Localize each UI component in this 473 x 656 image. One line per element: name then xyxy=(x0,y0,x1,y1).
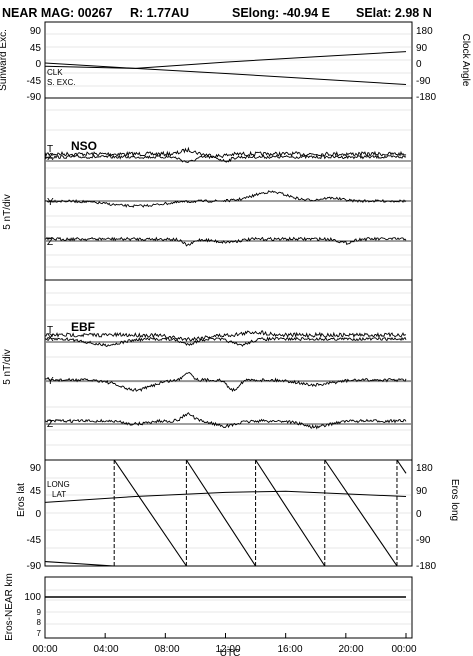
panel4-long-seg-2 xyxy=(185,459,257,567)
panel2-label-z: Z xyxy=(47,237,53,248)
panel1-y2tick-0: 180 xyxy=(416,26,433,37)
panel4-ylabel: Eros lat xyxy=(16,483,27,517)
panel4-ytick-4: -90 xyxy=(27,561,42,572)
panel2-trace-z xyxy=(44,236,407,247)
panel4-y2label: Eros long xyxy=(449,479,460,521)
xaxis-label: UTC xyxy=(220,648,241,656)
panel3-label-x: X xyxy=(47,333,54,344)
chart-marks xyxy=(44,51,411,638)
panel2-trace-y xyxy=(44,190,407,208)
panel1-ytick-4: -90 xyxy=(27,92,42,103)
panel4-ytick-1: 45 xyxy=(30,486,42,497)
panel1-annotation-clk: CLK xyxy=(47,68,63,77)
panel5-ytick-1: 9 xyxy=(37,608,42,617)
header-title: NEAR MAG: 00267 xyxy=(2,6,112,20)
panel5-ytick-0: 100 xyxy=(24,592,41,603)
panel2-ylabel: 5 nT/div xyxy=(2,194,13,230)
header-range: R: 1.77AU xyxy=(130,6,189,20)
panel4-ytick-2: 0 xyxy=(35,509,41,520)
panel1-y2tick-3: -90 xyxy=(416,76,431,87)
panel2-frame-label: NSO xyxy=(71,139,97,153)
header-selong: SElong: -40.94 E xyxy=(232,6,330,20)
panel1-series-0 xyxy=(44,51,407,69)
panel3-ylabel: 5 nT/div xyxy=(2,349,13,385)
panel1-ylabel: Sunward Exc. xyxy=(0,29,9,91)
xtick-3: 12:00 xyxy=(215,644,240,655)
panel4-long-seg-0 xyxy=(44,561,115,567)
panel4-ytick-3: -45 xyxy=(27,535,42,546)
panel5-ytick-3: 7 xyxy=(37,629,42,638)
panel2-label-y: Y xyxy=(47,197,54,208)
panel4-long-seg-4 xyxy=(324,459,398,567)
panel1-ytick-2: 0 xyxy=(35,59,41,70)
panel4-long-seg-3 xyxy=(255,459,326,567)
panel1-y2tick-4: -180 xyxy=(416,92,436,103)
panel4-annotation-lat: LAT xyxy=(52,490,66,499)
panel4-y2tick-3: -90 xyxy=(416,535,431,546)
panel2-trace-x xyxy=(44,154,407,163)
panel4-ytick-0: 90 xyxy=(30,463,42,474)
panel3-label-z: Z xyxy=(47,419,53,430)
panel4-y2tick-1: 90 xyxy=(416,486,428,497)
header-selat: SElat: 2.98 N xyxy=(356,6,432,20)
panel1-series-1 xyxy=(44,62,407,85)
panel2-label-x: X xyxy=(47,152,54,163)
panel2-trace-t xyxy=(44,146,407,159)
panel4-y2tick-4: -180 xyxy=(416,561,436,572)
panel4-y2tick-2: 0 xyxy=(416,509,422,520)
panel3-frame-label: EBF xyxy=(71,320,95,334)
panel1-ytick-0: 90 xyxy=(30,26,42,37)
panel1-y2tick-1: 90 xyxy=(416,43,428,54)
panel5-frame xyxy=(44,576,413,639)
panel3-label-y: Y xyxy=(47,376,54,387)
xtick-1: 04:00 xyxy=(93,644,118,655)
panel5-ytick-2: 8 xyxy=(37,618,42,627)
xtick-0: 00:00 xyxy=(32,644,57,655)
panel4-y2tick-0: 180 xyxy=(416,463,433,474)
panel1-y2tick-2: 0 xyxy=(416,59,422,70)
xtick-4: 16:00 xyxy=(277,644,302,655)
panel2-label-t: T xyxy=(47,144,53,155)
panel4-series-lat xyxy=(44,490,407,503)
panel3-trace-x xyxy=(44,336,407,348)
panel5-ylabel: Eros-NEAR km xyxy=(4,573,15,641)
panel4-annotation-long: LONG xyxy=(47,480,70,489)
panel3-trace-y xyxy=(44,371,407,393)
panel1-ytick-3: -45 xyxy=(27,76,42,87)
panel3-label-t: T xyxy=(47,325,53,336)
grid-lines xyxy=(46,33,411,625)
xtick-2: 08:00 xyxy=(154,644,179,655)
panel1-annotation-sexc: S. EXC. xyxy=(47,78,75,87)
panel3-frame xyxy=(44,279,413,461)
panel1-y2label: Clock Angle xyxy=(460,34,471,87)
panel3-trace-t xyxy=(44,330,407,342)
panel4-long-seg-1 xyxy=(113,459,187,567)
xtick-6: 00:00 xyxy=(391,644,416,655)
xtick-5: 20:00 xyxy=(338,644,363,655)
panel1-ytick-1: 45 xyxy=(30,43,42,54)
panel3-trace-z xyxy=(44,412,407,430)
panel4-frame xyxy=(44,459,413,567)
panel2-frame xyxy=(44,97,413,281)
panel4-long-seg-end xyxy=(396,459,407,474)
